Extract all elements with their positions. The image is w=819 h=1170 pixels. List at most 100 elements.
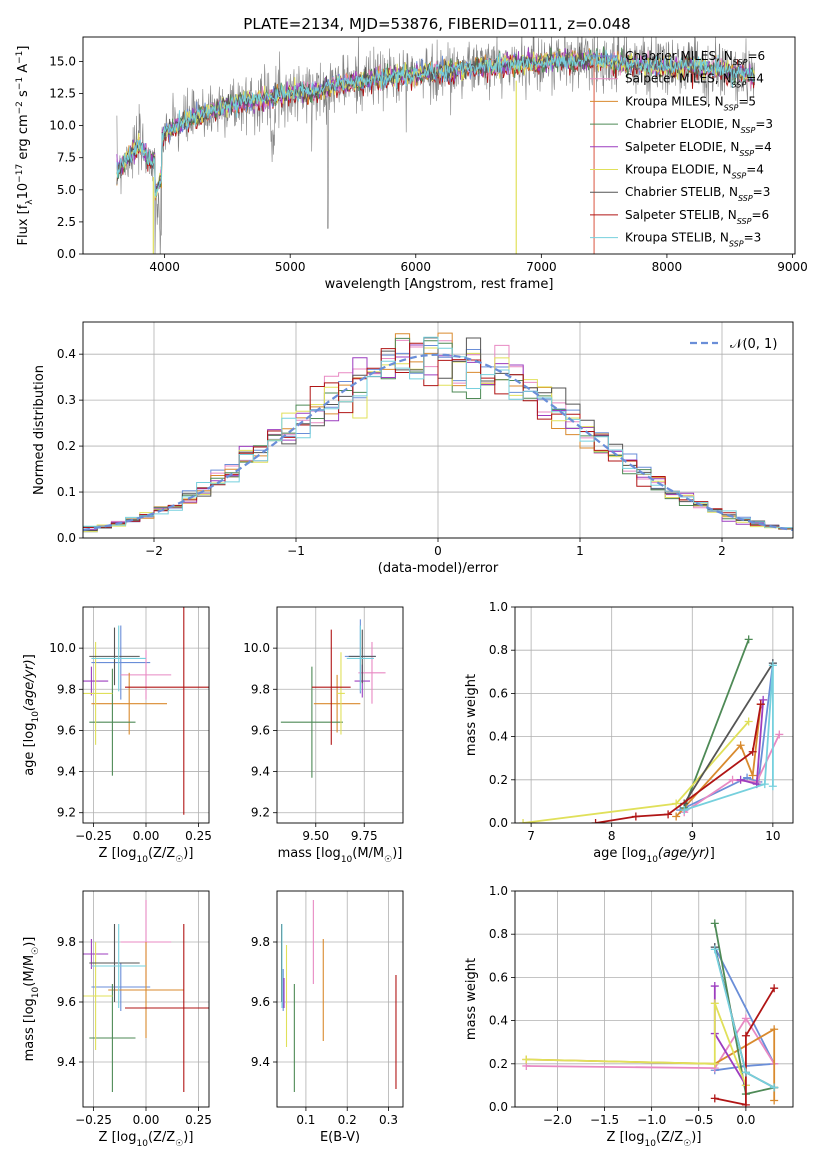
label-part: 𝒩(0, 1) — [730, 337, 777, 352]
legend-item: Kroupa ELODIE, NSSP=4 — [590, 163, 764, 180]
label-part: age [log — [593, 846, 646, 861]
error-bar-point — [83, 942, 113, 1050]
y-tick-label: 5.0 — [57, 183, 76, 197]
y-tick-label: 0.4 — [57, 347, 76, 361]
error-bar-point — [346, 625, 374, 692]
weight-marker — [741, 1014, 750, 1023]
residual-histogram-step — [83, 336, 793, 529]
y-axis-label: Normed distribution — [32, 365, 47, 495]
weight-series-line — [713, 946, 776, 1072]
x-axis-label: mass [log10(M/M☉)] — [278, 846, 403, 865]
y-tick-label: 0.2 — [57, 439, 76, 453]
error-bar-point — [125, 607, 209, 815]
label-part: )] — [183, 846, 193, 861]
y-axis-label: age [log10(age/yr)] — [22, 654, 41, 776]
y-axis-label: mass weight — [464, 958, 479, 1040]
label-part: Z [log — [99, 846, 137, 861]
error-bar-point — [83, 641, 113, 745]
axes-frame — [82, 606, 210, 824]
legend-item: Salpeter ELODIE, NSSP=4 — [590, 140, 772, 158]
label-part: ] — [22, 654, 37, 659]
panel-mass_vs_ebv: 0.1 0.2 0.3 9.4 9.6 9.8 E(B-V) — [251, 890, 404, 1145]
x-tick-label: 8000 — [652, 260, 683, 274]
legend: Chabrier MILES, NSSP=6 Salpeter MILES, NS… — [590, 49, 773, 248]
label-part: age [log — [22, 723, 37, 776]
plot-area — [83, 332, 793, 533]
axes-frame — [514, 890, 794, 1108]
plot-area — [522, 919, 779, 1107]
model-spectrum-line — [116, 49, 755, 197]
y-tick-label: 0.0 — [489, 1100, 508, 1114]
label-part: =4 — [746, 163, 764, 177]
y-tick-label: 0.3 — [57, 393, 76, 407]
label-part: mass weight — [464, 674, 479, 756]
legend-item: Chabrier ELODIE, NSSP=3 — [590, 117, 773, 135]
weight-marker — [768, 782, 777, 791]
x-tick-label: 6000 — [400, 260, 431, 274]
label-part: SSP — [729, 239, 744, 248]
y-tick-label: 1.0 — [489, 884, 508, 898]
weight-marker — [736, 741, 745, 750]
label-part: 10 — [16, 183, 31, 200]
legend-item: Kroupa STELIB, NSSP=3 — [590, 231, 761, 249]
plot-area — [83, 900, 209, 1092]
x-tick-label: 9000 — [777, 260, 808, 274]
label-part: (M/M — [352, 846, 384, 861]
y-tick-label: 12.5 — [49, 86, 76, 100]
legend-label: Salpeter ELODIE, NSSP=4 — [625, 140, 772, 158]
legend-item: Kroupa MILES, NSSP=5 — [590, 94, 756, 112]
x-tick-label: 0.2 — [338, 1113, 357, 1127]
axes-frame — [276, 890, 404, 1108]
label-part: SSP — [738, 194, 753, 203]
y-axis-label: mass [log10(M/M☉)] — [22, 937, 41, 1062]
label-part: ☉ — [31, 947, 41, 955]
legend-label: Salpeter MILES, NSSP=4 — [625, 72, 764, 90]
y-tick-label: 0.0 — [57, 247, 76, 261]
label-part: Kroupa STELIB, N — [625, 231, 729, 245]
error-bar-point — [313, 674, 361, 733]
axes-frame — [276, 606, 404, 824]
weight-marker — [770, 1083, 779, 1092]
weight-series-line — [526, 1002, 747, 1086]
label-part: mass weight — [464, 958, 479, 1040]
x-tick-label: −1.0 — [637, 1113, 666, 1127]
grid-lines — [277, 891, 403, 1107]
label-part: 10 — [136, 855, 148, 865]
y-tick-label: 0.8 — [489, 643, 508, 657]
label-part: 10 — [644, 1139, 656, 1149]
error-bar-point — [91, 672, 167, 735]
y-tick-label: 2.5 — [57, 215, 76, 229]
weight-marker — [710, 982, 719, 991]
x-tick-label: 7 — [527, 829, 535, 843]
legend-label: Kroupa STELIB, NSSP=3 — [625, 231, 761, 249]
weight-marker — [756, 700, 765, 709]
weight-series-line — [683, 639, 750, 809]
error-bar-point — [89, 627, 140, 686]
weight-marker — [744, 635, 753, 644]
x-tick-label: 0.00 — [133, 829, 160, 843]
label-part: =3 — [753, 185, 771, 199]
x-axis-label: Z [log10(Z/Z☉)] — [99, 846, 194, 865]
legend-item: Chabrier MILES, NSSP=6 — [590, 49, 765, 67]
legend-label: Chabrier MILES, NSSP=6 — [625, 49, 765, 67]
label-part: (Z/Z — [656, 1130, 683, 1145]
x-tick-label: −0.25 — [75, 1113, 112, 1127]
x-tick-label: −2.0 — [543, 1113, 572, 1127]
x-axis-label: age [log10(age/yr)] — [593, 846, 715, 865]
error-bar-point — [91, 963, 151, 1011]
error-bar-point — [83, 666, 109, 696]
label-part: Chabrier ELODIE, N — [625, 117, 741, 131]
weight-marker — [710, 919, 719, 928]
y-tick-label: 9.8 — [57, 682, 76, 696]
weight-marker — [770, 1096, 779, 1105]
legend-label: Chabrier STELIB, NSSP=3 — [625, 185, 770, 203]
x-tick-label: −0.5 — [684, 1113, 713, 1127]
legend-label: 𝒩(0, 1) — [730, 337, 777, 352]
error-bar-point — [89, 668, 136, 776]
label-part: Salpeter STELIB, N — [625, 208, 737, 222]
error-bar-point — [348, 629, 376, 684]
label-part: 10 — [31, 711, 41, 723]
error-bar-point — [358, 641, 386, 704]
weight-marker — [710, 1094, 719, 1103]
y-tick-label: 9.6 — [57, 723, 76, 737]
